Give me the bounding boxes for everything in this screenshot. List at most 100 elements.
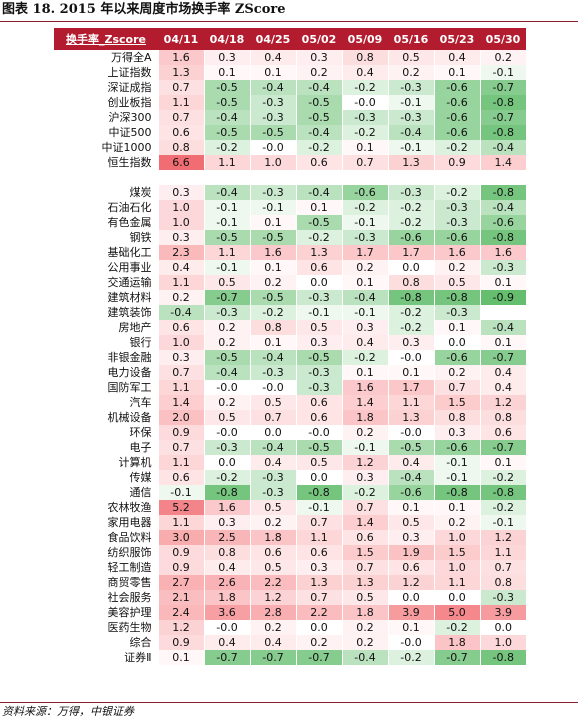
table-row: 家用电器 1.1 0.3 0.2 0.7 1.4 0.5 0.2 -0.1	[54, 515, 526, 530]
value-cell: 0.1	[341, 140, 388, 155]
value-cell: 0.8	[157, 140, 204, 155]
value-cell: 0.5	[295, 455, 342, 470]
table-row: 公用事业 0.4 -0.1 0.1 0.6 0.2 0.0 0.2 -0.3	[54, 260, 526, 275]
value-cell: 1.1	[157, 275, 204, 290]
value-cell: -0.3	[479, 590, 526, 605]
value-cell: 0.0	[433, 335, 480, 350]
value-cell: 0.2	[157, 290, 204, 305]
value-cell: -0.4	[479, 320, 526, 335]
value-cell: 0.4	[249, 635, 296, 650]
value-cell: 1.3	[295, 575, 342, 590]
value-cell: 1.2	[479, 530, 526, 545]
row-label: 煤炭	[129, 186, 152, 199]
row-label: 深证成指	[107, 81, 152, 94]
table-row: 美容护理 2.4 3.6 2.8 2.2 1.8 3.9 5.0 3.9	[54, 605, 526, 620]
table-row: 国防军工 1.1 -0.0 -0.0 -0.3 1.6 1.7 0.7 0.4	[54, 380, 526, 395]
value-cell: -0.0	[249, 380, 296, 395]
column-header: 04/11	[158, 28, 204, 50]
value-cell: 0.4	[479, 380, 526, 395]
value-cell: -0.3	[295, 380, 342, 395]
table-body: 万得全A 1.6 0.3 0.4 0.3 0.8 0.5 0.4 0.2 上证指数 1.3 0.1 0.…	[54, 50, 526, 665]
row-label: 万得全A	[110, 51, 152, 64]
value-cell: 0.1	[387, 500, 434, 515]
row-label: 纺织服饰	[107, 546, 152, 559]
value-cell: 0.3	[157, 185, 204, 200]
value-cell: 0.7	[157, 440, 204, 455]
value-cell: 0.8	[341, 50, 388, 65]
value-cell: 0.0	[249, 425, 296, 440]
value-cell: 1.1	[203, 245, 250, 260]
value-cell: 0.4	[341, 65, 388, 80]
header-row: 换手率_Zscore 04/11 04/18 04/25 05/02 05/09 05/1…	[54, 28, 526, 50]
table-row: 电子 0.7 -0.3 -0.4 -0.5 -0.1 -0.5 -0.6 -0.7	[54, 440, 526, 455]
value-cell: -0.7	[203, 290, 250, 305]
value-cell: 0.0	[203, 455, 250, 470]
row-label: 建筑装饰	[107, 306, 152, 319]
corner-header: 换手率_Zscore	[54, 28, 158, 50]
value-cell: 0.7	[157, 80, 204, 95]
row-label: 综合	[129, 636, 152, 649]
table-row: 基础化工 2.3 1.1 1.6 1.3 1.7 1.7 1.6 1.6	[54, 245, 526, 260]
value-cell: 1.8	[433, 635, 480, 650]
value-cell: -0.6	[433, 110, 480, 125]
value-cell: 0.2	[203, 320, 250, 335]
value-cell: 1.2	[157, 620, 204, 635]
turnover-zscore-table: 换手率_Zscore 04/11 04/18 04/25 05/02 05/09 05/1…	[54, 28, 526, 665]
group-spacer	[54, 170, 526, 185]
value-cell: 2.0	[157, 410, 204, 425]
value-cell: 1.0	[157, 215, 204, 230]
value-cell: -0.4	[295, 185, 342, 200]
row-label: 医药生物	[107, 621, 152, 634]
value-cell: -0.3	[387, 110, 434, 125]
value-cell: 1.1	[203, 155, 250, 170]
value-cell: -0.7	[479, 440, 526, 455]
value-cell: 0.7	[341, 500, 388, 515]
row-label: 银行	[129, 336, 152, 349]
value-cell: -0.0	[203, 620, 250, 635]
value-cell: 3.6	[203, 605, 250, 620]
value-cell: 1.3	[157, 65, 204, 80]
value-cell: -0.2	[387, 215, 434, 230]
row-label: 通信	[129, 486, 152, 499]
value-cell: -0.8	[387, 290, 434, 305]
value-cell: -0.9	[479, 290, 526, 305]
value-cell: -0.5	[387, 440, 434, 455]
value-cell: -0.7	[479, 80, 526, 95]
value-cell: 0.4	[479, 365, 526, 380]
value-cell: -0.2	[341, 350, 388, 365]
value-cell: -0.3	[249, 110, 296, 125]
row-label: 建筑材料	[107, 291, 152, 304]
value-cell: 1.0	[479, 635, 526, 650]
value-cell: 0.1	[157, 650, 204, 665]
value-cell: -0.7	[479, 110, 526, 125]
value-cell: 0.2	[341, 425, 388, 440]
table-row: 上证指数 1.3 0.1 0.1 0.2 0.4 0.2 0.1 -0.1	[54, 65, 526, 80]
table-row: 医药生物 1.2 -0.0 0.2 0.0 0.2 0.1 -0.2 0.0	[54, 620, 526, 635]
value-cell: 0.2	[479, 50, 526, 65]
column-header: 05/09	[342, 28, 388, 50]
value-cell: -0.1	[479, 65, 526, 80]
value-cell: -0.1	[433, 455, 480, 470]
value-cell: 1.5	[433, 545, 480, 560]
value-cell: -0.2	[203, 140, 250, 155]
row-label: 计算机	[118, 456, 152, 469]
value-cell: 0.5	[203, 410, 250, 425]
value-cell: -0.4	[387, 125, 434, 140]
value-cell: -0.8	[479, 485, 526, 500]
value-cell: 1.1	[433, 575, 480, 590]
value-cell: 0.4	[341, 335, 388, 350]
value-cell: 0.9	[433, 155, 480, 170]
value-cell: 0.3	[203, 515, 250, 530]
value-cell: 0.5	[249, 500, 296, 515]
value-cell: 0.5	[249, 395, 296, 410]
value-cell: -0.6	[433, 230, 480, 245]
value-cell: -0.7	[433, 650, 480, 665]
value-cell: -0.6	[433, 350, 480, 365]
value-cell: -0.8	[295, 485, 342, 500]
value-cell: -0.3	[249, 185, 296, 200]
value-cell: -0.2	[341, 80, 388, 95]
value-cell: -0.1	[295, 305, 342, 320]
value-cell: 0.6	[157, 470, 204, 485]
value-cell: -0.8	[479, 230, 526, 245]
row-label: 汽车	[129, 396, 152, 409]
